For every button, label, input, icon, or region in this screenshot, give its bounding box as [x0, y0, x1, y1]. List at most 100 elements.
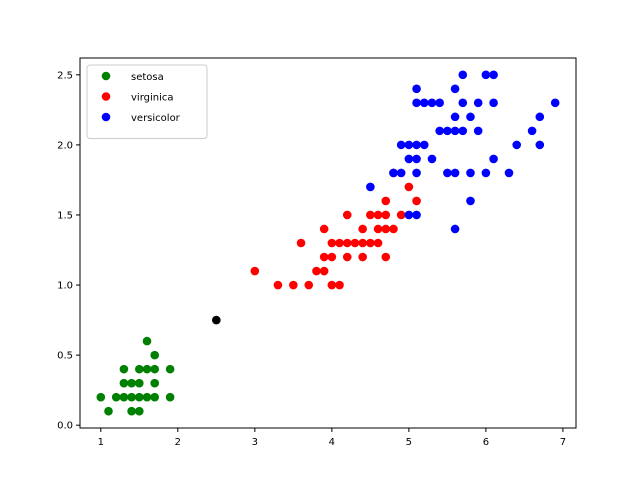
versicolor-point	[427, 98, 437, 108]
versicolor-point	[435, 98, 444, 108]
versicolor-point	[481, 168, 491, 178]
virginica-point	[342, 252, 352, 262]
y-tick-label: 0.0	[57, 421, 73, 432]
legend-label: setosa	[131, 72, 164, 83]
virginica-point	[350, 238, 360, 248]
points-layer	[96, 70, 560, 416]
versicolor-point	[443, 168, 452, 178]
virginica-point	[250, 266, 260, 276]
y-tick-label: 2.0	[57, 140, 73, 151]
versicolor-point	[512, 140, 521, 150]
virginica-point	[389, 224, 398, 234]
setosa-point	[150, 378, 160, 388]
versicolor-point	[419, 98, 429, 108]
versicolor-point	[550, 98, 560, 108]
versicolor-point	[466, 168, 475, 178]
legend-marker	[101, 71, 111, 81]
versicolor-point	[450, 168, 460, 178]
setosa-point	[165, 364, 175, 374]
virginica-point	[373, 238, 383, 248]
versicolor-point	[450, 112, 460, 122]
versicolor-point	[489, 98, 498, 108]
virginica-point	[381, 252, 391, 262]
x-tick-label: 6	[483, 437, 489, 448]
versicolor-point	[535, 112, 545, 122]
versicolor-point	[412, 154, 421, 164]
setosa-point	[127, 406, 136, 416]
plot-frame	[79, 57, 577, 429]
versicolor-point	[443, 126, 452, 136]
versicolor-point	[481, 70, 491, 80]
setosa-point	[150, 350, 160, 360]
legend-label: versicolor	[131, 113, 181, 124]
setosa-point	[135, 392, 144, 402]
y-tick-label: 1.5	[57, 210, 73, 221]
legend-marker	[101, 112, 111, 122]
x-tick-label: 3	[252, 437, 258, 448]
setosa-point	[111, 392, 121, 402]
versicolor-point	[396, 140, 406, 150]
versicolor-point	[412, 98, 421, 108]
versicolor-point	[450, 224, 460, 234]
virginica-point	[381, 224, 391, 234]
versicolor-point	[489, 154, 498, 164]
legend-label: virginica	[131, 93, 174, 104]
virginica-point	[358, 252, 367, 262]
versicolor-point	[419, 140, 429, 150]
virginica-point	[304, 280, 314, 290]
highlight-point	[212, 315, 221, 325]
setosa-point	[119, 392, 129, 402]
setosa-point	[150, 392, 160, 402]
setosa-point	[142, 392, 152, 402]
setosa-point	[127, 392, 136, 402]
virginica-point	[273, 280, 283, 290]
setosa-point	[150, 364, 160, 374]
setosa-point	[142, 364, 152, 374]
versicolor-point	[389, 168, 398, 178]
y-axis: 0.0 0.5 1.0 1.5 2.0 2.5	[57, 70, 80, 432]
x-tick-label: 5	[406, 437, 412, 448]
setosa-point	[119, 364, 129, 374]
versicolor-point	[466, 196, 475, 206]
y-tick-label: 0.5	[57, 351, 73, 362]
virginica-point	[327, 238, 337, 248]
versicolor-point	[396, 168, 406, 178]
virginica-point	[319, 266, 329, 276]
versicolor-point	[527, 126, 537, 136]
versicolor-point	[489, 70, 498, 80]
setosa-point	[135, 364, 144, 374]
virginica-point	[312, 266, 321, 276]
virginica-point	[373, 210, 383, 220]
setosa-point	[142, 336, 152, 346]
virginica-point	[404, 182, 414, 192]
versicolor-point	[466, 112, 475, 122]
versicolor-point	[450, 126, 460, 136]
versicolor-point	[435, 126, 444, 136]
virginica-point	[319, 252, 329, 262]
virginica-point	[327, 252, 337, 262]
x-tick-label: 1	[98, 437, 104, 448]
virginica-point	[381, 196, 391, 206]
virginica-point	[396, 210, 406, 220]
setosa-point	[119, 378, 129, 388]
setosa-point	[104, 406, 113, 416]
virginica-point	[366, 238, 375, 248]
virginica-point	[289, 280, 298, 290]
setosa-point	[135, 406, 144, 416]
versicolor-point	[427, 154, 437, 164]
versicolor-point	[458, 70, 468, 80]
legend-marker	[101, 92, 111, 101]
versicolor-point	[412, 168, 421, 178]
versicolor-point	[412, 210, 421, 220]
versicolor-point	[473, 126, 483, 136]
virginica-point	[327, 280, 337, 290]
versicolor-point	[366, 182, 375, 192]
y-tick-label: 2.5	[57, 70, 73, 81]
versicolor-point	[404, 154, 414, 164]
versicolor-point	[535, 140, 545, 150]
virginica-point	[342, 238, 352, 248]
versicolor-point	[404, 210, 414, 220]
legend-box	[86, 64, 208, 139]
setosa-point	[135, 378, 144, 388]
